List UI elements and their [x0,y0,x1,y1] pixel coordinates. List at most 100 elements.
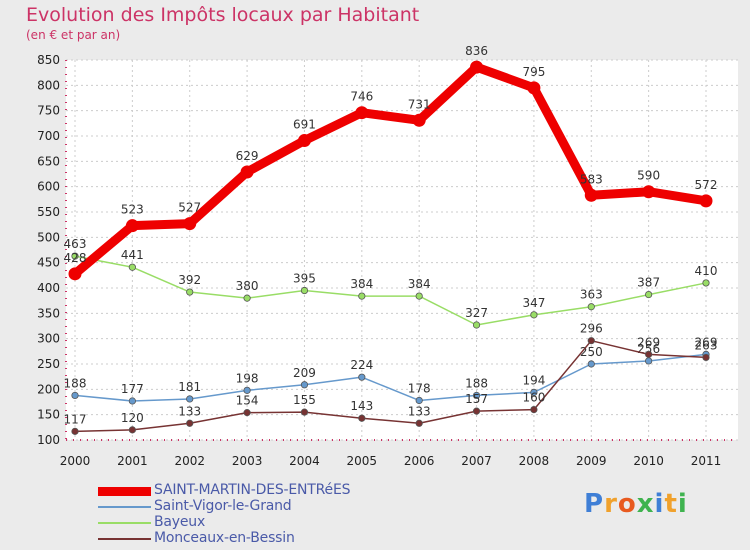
x-tick-label: 2010 [633,454,664,468]
y-tick-label: 800 [37,78,60,92]
legend-swatch [98,538,151,540]
y-tick-label: 100 [37,433,60,447]
data-label: 527 [178,201,201,215]
data-label: 181 [178,380,201,394]
x-tick-label: 2005 [347,454,378,468]
data-label: 194 [522,373,545,387]
data-label: 198 [236,371,259,385]
data-point [642,185,656,199]
data-point [587,303,595,311]
data-point [186,419,194,427]
data-label: 384 [408,277,431,291]
legend-item: Saint-Vigor-le-Grand [98,498,418,515]
data-point [71,252,79,260]
data-label: 590 [637,169,660,183]
data-point [297,134,311,148]
logo-letter: t [664,489,678,519]
data-label: 188 [64,376,87,390]
logo-letter: o [617,489,637,519]
data-label: 250 [580,345,603,359]
logo-letter: i [654,489,665,519]
data-label: 363 [580,288,603,302]
data-label: 117 [64,412,87,426]
data-point [415,292,423,300]
data-label: 155 [293,393,316,407]
data-point [702,353,710,362]
data-label: 441 [121,248,144,262]
data-label: 795 [522,65,545,79]
chart-subtitle: (en € et par an) [26,28,121,42]
legend-label: SAINT-MARTIN-DES-ENTRéES [154,482,351,498]
data-point [125,219,139,233]
data-point [415,419,423,427]
series-line [74,255,707,326]
x-tick-label: 2009 [576,454,607,468]
data-label: 133 [408,404,431,418]
data-point [186,395,194,403]
x-tick-label: 2001 [117,454,148,468]
data-point [587,337,595,345]
logo-letter: x [636,489,655,519]
data-label: 463 [64,237,87,251]
data-label: 327 [465,306,488,320]
x-tick-label: 2002 [174,454,205,468]
data-point [128,263,136,271]
data-point [71,391,79,400]
data-label: 387 [637,276,660,290]
y-tick-label: 600 [37,180,60,194]
data-label: 157 [465,392,488,406]
data-point [699,194,713,208]
data-label: 224 [350,358,373,372]
data-label: 380 [236,279,259,293]
y-tick-label: 250 [37,357,60,371]
data-point [645,290,653,299]
data-point [470,60,484,74]
data-label: 269 [695,335,718,349]
data-label: 296 [580,322,603,336]
legend-swatch [98,522,151,524]
y-tick-label: 350 [37,306,60,320]
data-point [71,427,79,435]
x-tick-label: 2003 [232,454,263,468]
logo-letter: r [604,489,618,519]
y-tick-label: 850 [37,53,60,67]
legend-item: Bayeux [98,514,418,531]
y-tick-label: 200 [37,382,60,396]
legend-item: SAINT-MARTIN-DES-ENTRéES [98,482,418,499]
data-point [587,360,595,368]
y-tick-label: 300 [37,332,60,346]
data-point [702,279,710,287]
x-tick-label: 2004 [289,454,320,468]
series-line [74,353,707,402]
data-label: 395 [293,272,316,286]
series-line [70,62,711,279]
x-tick-label: 2000 [60,454,91,468]
data-point [243,294,251,302]
data-label: 269 [637,335,660,349]
data-label: 583 [580,172,603,186]
data-point [530,405,538,414]
data-point [358,292,366,300]
data-point [300,408,309,416]
data-label: 154 [236,394,259,408]
data-label: 523 [121,203,144,217]
legend-label: Monceaux-en-Bessin [154,530,295,546]
y-tick-label: 500 [37,230,60,244]
data-point [68,267,82,281]
data-point [472,391,481,400]
data-label: 133 [178,404,201,418]
data-point [358,373,366,381]
x-tick-label: 2008 [519,454,550,468]
data-point [530,388,538,396]
proxiti-logo: Proxiti [584,489,688,519]
x-tick-label: 2011 [691,454,722,468]
data-point [412,113,426,127]
data-point [300,286,309,295]
data-label: 572 [695,178,718,192]
data-label: 629 [236,149,259,163]
data-point [355,106,369,120]
data-label: 428 [64,251,87,265]
data-point [358,414,366,422]
data-label: 746 [350,90,373,104]
